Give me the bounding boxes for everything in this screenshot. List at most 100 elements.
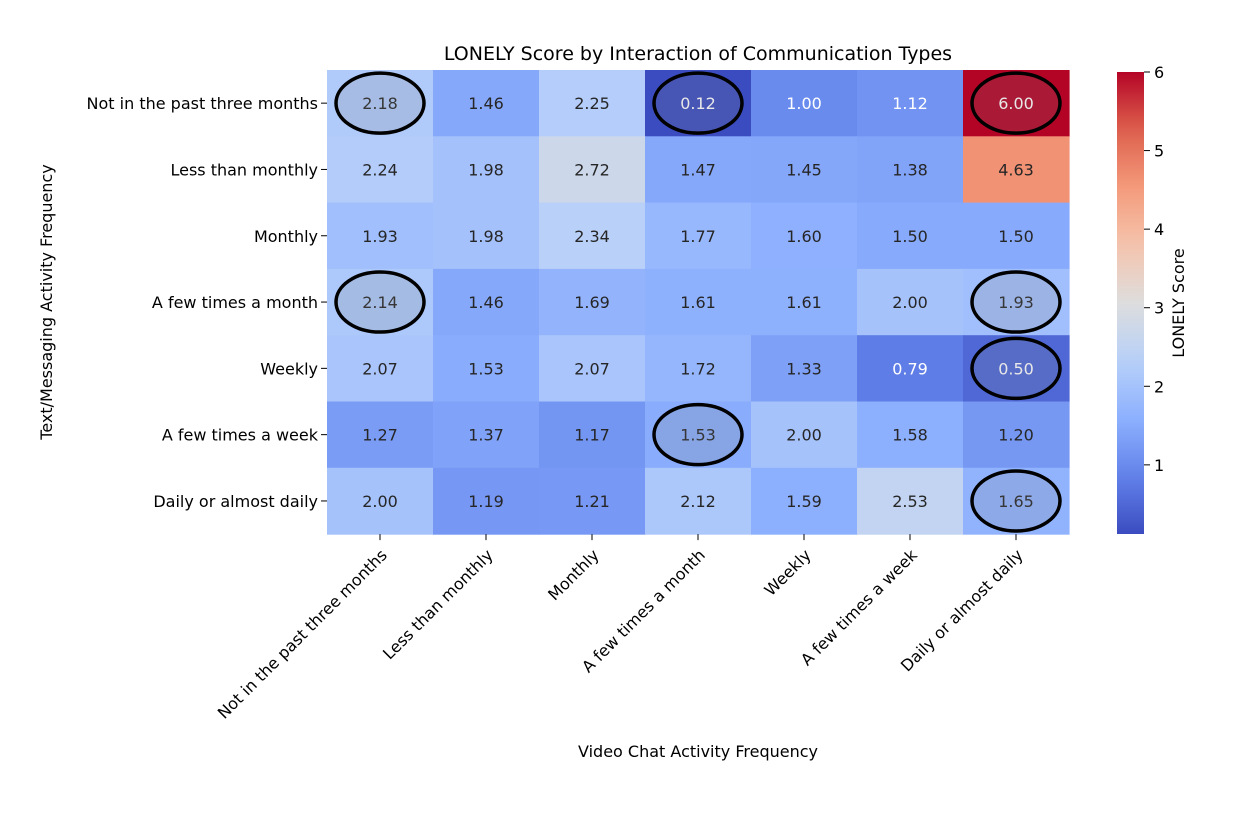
- heatmap-cell: [539, 202, 646, 270]
- heatmap-cell: [857, 401, 964, 469]
- colorbar-label: LONELY Score: [1169, 248, 1188, 357]
- cell-value-label: 1.38: [892, 160, 928, 179]
- cell-value-label: 1.98: [468, 227, 504, 246]
- x-tick-label: A few times a month: [578, 545, 709, 676]
- cell-value-label: 0.50: [998, 359, 1034, 378]
- cell-value-label: 1.53: [680, 426, 716, 445]
- heatmap-cell: [963, 401, 1070, 469]
- y-tick-label: Monthly: [254, 227, 318, 246]
- heatmap-cell: [433, 70, 540, 137]
- highlight-circle: [334, 71, 426, 135]
- cell-value-label: 1.93: [362, 227, 398, 246]
- y-tick-label: Weekly: [260, 359, 318, 378]
- cell-value-label: 1.37: [468, 426, 504, 445]
- cell-value-label: 1.72: [680, 359, 716, 378]
- cell-value-label: 1.50: [892, 227, 928, 246]
- cell-value-label: 1.17: [574, 426, 610, 445]
- chart-title: LONELY Score by Interaction of Communica…: [444, 43, 952, 65]
- heatmap-cell: [645, 268, 752, 336]
- x-tick-label: Daily or almost daily: [897, 545, 1027, 675]
- heatmap-cell: [645, 202, 752, 270]
- heatmap-cell: [645, 401, 752, 469]
- cell-value-label: 1.33: [786, 359, 822, 378]
- heatmap-cell: [857, 70, 964, 137]
- heatmap-cell: [857, 268, 964, 336]
- heatmap-cell: [539, 335, 646, 403]
- heatmap-cell: [327, 401, 434, 469]
- heatmap-cell: [645, 70, 752, 137]
- cell-value-label: 2.12: [680, 492, 716, 511]
- y-tick-label: Daily or almost daily: [153, 492, 318, 511]
- heatmap-cell: [963, 202, 1070, 270]
- x-axis-label: Video Chat Activity Frequency: [578, 742, 818, 761]
- colorbar-tick-label: 4: [1154, 220, 1164, 239]
- cell-value-label: 1.19: [468, 492, 504, 511]
- heatmap-cell: [751, 136, 858, 204]
- y-tick-label: Not in the past three months: [87, 94, 318, 113]
- cell-value-label: 1.69: [574, 293, 610, 312]
- cell-value-label: 1.61: [680, 293, 716, 312]
- cell-value-label: 2.00: [786, 426, 822, 445]
- highlight-circle: [970, 71, 1062, 135]
- x-tick-label: Not in the past three months: [214, 545, 391, 722]
- heatmap-cell: [963, 335, 1070, 403]
- cell-value-label: 1.45: [786, 160, 822, 179]
- heatmap-cell: [645, 335, 752, 403]
- y-axis-label: Text/Messaging Activity Frequency: [37, 164, 56, 440]
- cell-value-label: 1.12: [892, 94, 928, 113]
- cell-value-label: 2.14: [362, 293, 398, 312]
- cell-value-label: 2.24: [362, 160, 398, 179]
- cell-value-label: 1.98: [468, 160, 504, 179]
- y-tick-label: A few times a week: [162, 426, 319, 445]
- cell-value-label: 2.72: [574, 160, 610, 179]
- cell-value-label: 1.53: [468, 359, 504, 378]
- heatmap-cell: [433, 401, 540, 469]
- cell-value-label: 0.12: [680, 94, 716, 113]
- cell-value-label: 1.65: [998, 492, 1034, 511]
- colorbar-tick-label: 2: [1154, 377, 1164, 396]
- cell-value-label: 1.20: [998, 426, 1034, 445]
- x-tick-label: Monthly: [544, 545, 603, 604]
- heatmap-cell: [857, 136, 964, 204]
- heatmap-cell: [433, 467, 540, 535]
- cell-value-label: 1.00: [786, 94, 822, 113]
- heatmap-cell: [433, 335, 540, 403]
- heatmap-cell: [327, 136, 434, 204]
- cell-value-label: 1.58: [892, 426, 928, 445]
- heatmap-cell: [751, 70, 858, 137]
- cell-value-label: 2.00: [892, 293, 928, 312]
- x-tick-label: Weekly: [761, 545, 815, 599]
- highlight-circle: [652, 71, 744, 135]
- heatmap-cell: [327, 70, 434, 137]
- heatmap-cell: [327, 467, 434, 535]
- cell-value-label: 4.63: [998, 160, 1034, 179]
- cell-value-label: 0.79: [892, 359, 928, 378]
- heatmap-cell: [539, 136, 646, 204]
- highlight-circle: [970, 336, 1062, 401]
- cell-value-label: 1.93: [998, 293, 1034, 312]
- heatmap-cell: [963, 70, 1070, 137]
- colorbar-tick-label: 3: [1154, 299, 1164, 318]
- heatmap-cell: [751, 202, 858, 270]
- heatmap-cell: [433, 268, 540, 336]
- cell-value-label: 1.50: [998, 227, 1034, 246]
- heatmap-cell: [963, 136, 1070, 204]
- y-tick-label: Less than monthly: [170, 160, 318, 179]
- highlight-circle: [652, 402, 744, 467]
- heatmap-cell: [327, 268, 434, 336]
- heatmap-cell: [963, 268, 1070, 336]
- cell-value-label: 1.59: [786, 492, 822, 511]
- heatmap-cell: [751, 401, 858, 469]
- y-tick-label: A few times a month: [152, 293, 318, 312]
- colorbar-ticks: 1 2 3 4 5 6: [1144, 63, 1164, 475]
- highlight-circle: [970, 270, 1062, 334]
- cell-value-label: 1.27: [362, 426, 398, 445]
- heatmap-cell: [539, 467, 646, 535]
- heatmap-cell: [539, 70, 646, 137]
- highlight-circle: [970, 469, 1062, 533]
- heatmap-cell: [433, 136, 540, 204]
- cell-value-label: 2.07: [362, 359, 398, 378]
- x-tick-label: A few times a week: [797, 545, 921, 669]
